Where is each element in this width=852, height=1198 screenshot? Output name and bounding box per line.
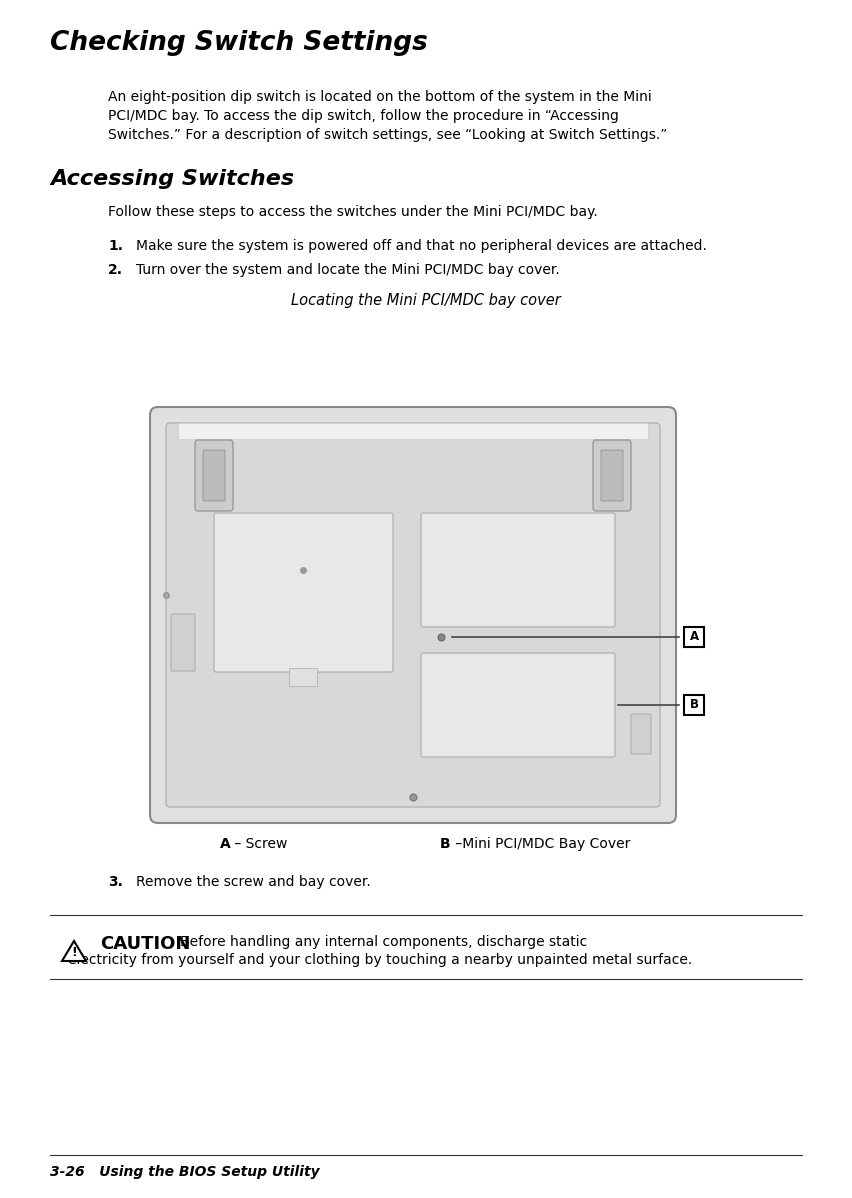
Text: Switches.” For a description of switch settings, see “Looking at Switch Settings: Switches.” For a description of switch s… (108, 128, 667, 143)
Text: 2.: 2. (108, 264, 123, 277)
Bar (289, 668, 317, 686)
FancyBboxPatch shape (601, 450, 623, 501)
FancyBboxPatch shape (593, 440, 631, 512)
Text: –Mini PCI/MDC Bay Cover: –Mini PCI/MDC Bay Cover (451, 837, 630, 851)
Text: CAUTION: CAUTION (100, 934, 190, 952)
Text: 1.: 1. (108, 238, 123, 253)
FancyBboxPatch shape (421, 653, 615, 757)
Text: An eight-position dip switch is located on the bottom of the system in the Mini: An eight-position dip switch is located … (108, 90, 652, 104)
FancyBboxPatch shape (684, 627, 704, 647)
FancyBboxPatch shape (684, 695, 704, 715)
Text: PCI/MDC bay. To access the dip switch, follow the procedure in “Accessing: PCI/MDC bay. To access the dip switch, f… (108, 109, 619, 123)
FancyBboxPatch shape (195, 440, 233, 512)
Bar (178, 423, 648, 438)
FancyBboxPatch shape (150, 407, 676, 823)
Text: electricity from yourself and your clothing by touching a nearby unpainted metal: electricity from yourself and your cloth… (68, 952, 692, 967)
Text: Before handling any internal components, discharge static: Before handling any internal components,… (180, 934, 587, 949)
FancyBboxPatch shape (214, 513, 393, 672)
Text: Follow these steps to access the switches under the Mini PCI/MDC bay.: Follow these steps to access the switche… (108, 205, 598, 219)
Text: A: A (689, 630, 699, 643)
FancyBboxPatch shape (166, 423, 660, 807)
FancyBboxPatch shape (171, 615, 195, 671)
Text: B: B (689, 698, 699, 712)
FancyBboxPatch shape (203, 450, 225, 501)
Text: A: A (220, 837, 231, 851)
Text: 3-26   Using the BIOS Setup Utility: 3-26 Using the BIOS Setup Utility (50, 1164, 320, 1179)
Text: – Screw: – Screw (230, 837, 287, 851)
FancyBboxPatch shape (421, 513, 615, 627)
Text: Make sure the system is powered off and that no peripheral devices are attached.: Make sure the system is powered off and … (136, 238, 707, 253)
Text: Turn over the system and locate the Mini PCI/MDC bay cover.: Turn over the system and locate the Mini… (136, 264, 560, 277)
FancyBboxPatch shape (631, 714, 651, 754)
Text: Locating the Mini PCI/MDC bay cover: Locating the Mini PCI/MDC bay cover (291, 294, 561, 308)
Text: Checking Switch Settings: Checking Switch Settings (50, 30, 428, 56)
Text: 3.: 3. (108, 875, 123, 889)
Text: !: ! (71, 946, 77, 960)
Text: B: B (440, 837, 451, 851)
Polygon shape (62, 940, 86, 961)
Text: Accessing Switches: Accessing Switches (50, 169, 294, 189)
Text: Remove the screw and bay cover.: Remove the screw and bay cover. (136, 875, 371, 889)
